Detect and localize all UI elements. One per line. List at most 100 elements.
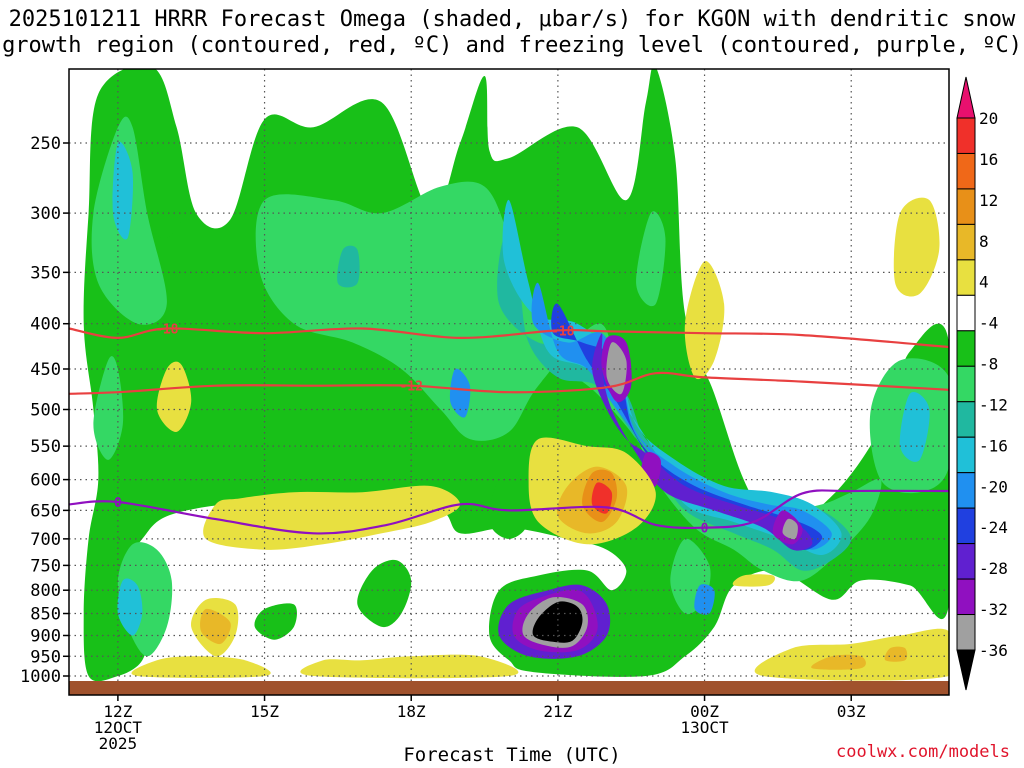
omega-region-37 [131, 656, 271, 678]
omega-region-19 [449, 368, 471, 418]
colorbar-segment-13 [956, 578, 976, 616]
colorbar-label-3: 8 [979, 232, 989, 251]
x-tick-label-12: 12Z [103, 702, 132, 721]
omega-region-4 [489, 474, 530, 539]
colorbar-label-11: -28 [979, 559, 1008, 578]
grid-layer [69, 69, 949, 681]
y-tick-label-250: 250 [30, 134, 61, 154]
ground-strip [69, 681, 949, 695]
omega-region-33 [203, 485, 461, 550]
x-tick-label-15: 15Z [250, 702, 279, 721]
colorbar-label-6: -8 [979, 355, 998, 374]
colorbar-label-13: -36 [979, 641, 1008, 660]
omega-region-26 [606, 342, 627, 395]
colorbar-segment-12 [956, 543, 976, 580]
omega-region-44 [811, 654, 866, 670]
y-tick-label-650: 650 [30, 501, 61, 521]
omega-region-45 [884, 646, 908, 662]
y-tick-label-850: 850 [30, 605, 61, 625]
colorbar-label-10: -24 [979, 518, 1008, 537]
omega-region-16 [117, 578, 143, 636]
y-tick-label-500: 500 [30, 401, 61, 421]
contour-layer: -18 -12 0 -18 0 [69, 322, 949, 537]
isotherm-label-0-b: 0 [701, 522, 709, 537]
colorbar-label-0: 20 [979, 109, 998, 128]
colorbar-label-1: 16 [979, 150, 998, 169]
x-tick-label-27: 03Z [837, 702, 866, 721]
y-tick-label-750: 750 [30, 556, 61, 576]
isotherm-label--12: -12 [399, 380, 422, 395]
colorbar-label-7: -12 [979, 395, 1008, 414]
x-tick-sublabel-12-0: 12OCT [94, 718, 143, 737]
x-axis-label: Forecast Time (UTC) [403, 744, 621, 766]
colorbar-segment-11 [956, 507, 976, 545]
omega-region-13 [337, 245, 360, 288]
colorbar-segment-0 [956, 117, 976, 154]
omega-region-38 [300, 654, 519, 679]
colorbar-segment-8 [956, 401, 976, 438]
colorbar-segment-7 [956, 365, 976, 403]
colorbar-label-8: -16 [979, 436, 1008, 455]
isotherm-label--18-b: -18 [551, 324, 575, 339]
y-tick-label-550: 550 [30, 437, 61, 457]
y-tick-label-900: 900 [30, 626, 61, 646]
y-tick-label-400: 400 [30, 315, 61, 335]
x-tick-label-21: 21Z [543, 702, 572, 721]
omega-region-7 [93, 356, 124, 460]
colorbar-segment-1 [956, 152, 976, 190]
y-tick-label-450: 450 [30, 360, 61, 380]
y-tick-label-1000: 1000 [20, 667, 61, 687]
colorbar-label-2: 12 [979, 191, 998, 210]
colorbar-label-9: -20 [979, 477, 1008, 496]
omega-region-3 [357, 559, 412, 628]
omega-region-32 [156, 361, 192, 432]
colorbar-label-4: 4 [979, 273, 989, 292]
omega-region-41 [732, 574, 775, 587]
omega-region-9 [636, 211, 666, 307]
colorbar-segment-10 [956, 472, 976, 509]
omega-region-6 [255, 181, 882, 582]
omega-region-20 [694, 584, 715, 615]
y-tick-label-300: 300 [30, 204, 61, 224]
isotherm-0 [69, 489, 949, 535]
y-tick-label-950: 950 [30, 647, 61, 667]
y-tick-label-800: 800 [30, 581, 61, 601]
colorbar-label-12: -32 [979, 600, 1008, 619]
plot-frame [68, 68, 950, 696]
colorbar-segment-2 [956, 188, 976, 225]
chart-title-line-2: growth region (contoured, red, ºC) and f… [2, 33, 1022, 58]
omega-region-40 [893, 197, 940, 297]
colorbar: 20 16 12 8 4 -4 -8 -12 -16 -20 -24 -28 -32 -36 [956, 76, 1008, 691]
colorbar-segment-14 [956, 614, 976, 651]
y-tick-label-600: 600 [30, 471, 61, 491]
x-tick-sublabel-24-0: 13OCT [680, 718, 729, 737]
credit-text: coolwx.com/models [836, 742, 1010, 762]
omega-region-31 [532, 601, 583, 643]
x-tick-sublabel-12-1: 2025 [99, 734, 138, 753]
colorbar-segment-6 [956, 330, 976, 367]
omega-region-1 [147, 127, 187, 239]
colorbar-segment-4 [956, 259, 976, 296]
chart-title-line-1: 2025101211 HRRR Forecast Omega (shaded, … [8, 7, 1016, 32]
isotherm--12 [69, 371, 949, 395]
axis-layer: 2503003504004505005506006507007508008509… [20, 68, 950, 753]
omega-region-15 [112, 141, 134, 240]
colorbar-top-arrow [956, 76, 976, 119]
colorbar-segment-3 [956, 223, 976, 261]
colorbar-segment-9 [956, 436, 976, 474]
omega-shading-layer [69, 69, 949, 695]
colorbar-label-5: -4 [979, 314, 998, 333]
omega-region-39 [754, 628, 949, 681]
isotherm-label--18: -18 [155, 322, 179, 337]
omega-region-27 [782, 518, 798, 540]
x-tick-label-18: 18Z [397, 702, 426, 721]
x-tick-label-24: 00Z [690, 702, 719, 721]
isotherm--18 [69, 327, 949, 349]
isotherm-label-0: 0 [114, 496, 122, 511]
y-tick-label-350: 350 [30, 263, 61, 283]
colorbar-segment-5 [956, 294, 976, 332]
omega-region-35 [684, 260, 725, 380]
y-tick-label-700: 700 [30, 530, 61, 550]
colorbar-bottom-arrow [956, 649, 976, 691]
